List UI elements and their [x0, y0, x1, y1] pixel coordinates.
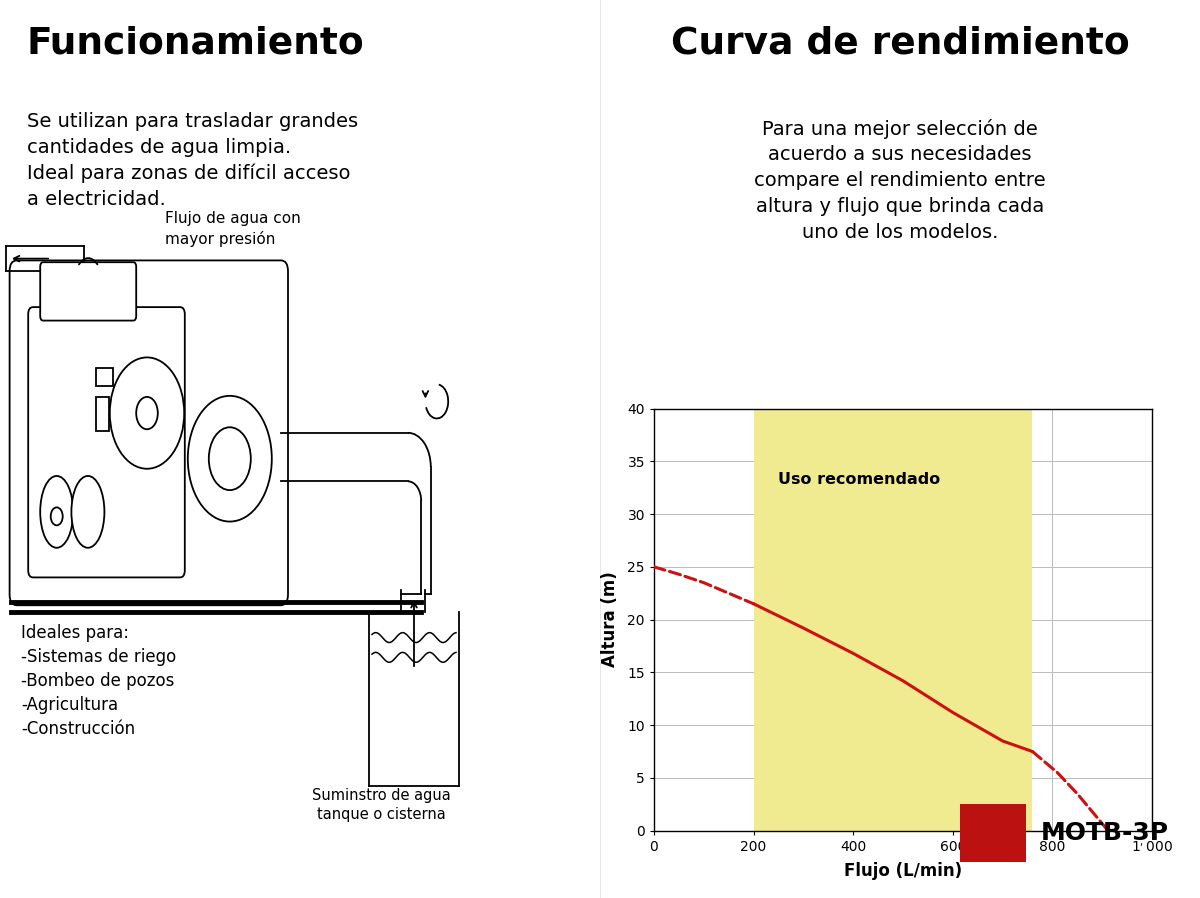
Circle shape [50, 507, 62, 525]
Circle shape [110, 357, 185, 469]
Text: Para una mejor selección de
acuerdo a sus necesidades
compare el rendimiento ent: Para una mejor selección de acuerdo a su… [754, 119, 1046, 242]
Ellipse shape [72, 476, 104, 548]
Circle shape [137, 397, 158, 429]
Text: Uso recomendado: Uso recomendado [779, 472, 941, 487]
Circle shape [209, 427, 251, 490]
Ellipse shape [41, 476, 73, 548]
X-axis label: Flujo (L/min): Flujo (L/min) [844, 862, 962, 880]
FancyBboxPatch shape [29, 307, 185, 577]
Y-axis label: Altura (m): Altura (m) [601, 572, 619, 667]
Text: Flujo de agua con
mayor presión: Flujo de agua con mayor presión [166, 211, 301, 247]
Text: Funcionamiento: Funcionamiento [28, 25, 365, 61]
Text: Se utilizan para trasladar grandes
cantidades de agua limpia.
Ideal para zonas d: Se utilizan para trasladar grandes canti… [28, 112, 358, 209]
Text: MOTB-3P: MOTB-3P [1040, 821, 1169, 845]
FancyBboxPatch shape [96, 368, 113, 386]
Bar [754, 409, 1032, 831]
Text: Curva de rendimiento: Curva de rendimiento [671, 25, 1129, 61]
FancyArrowPatch shape [79, 258, 97, 264]
Circle shape [188, 396, 272, 522]
FancyBboxPatch shape [10, 260, 288, 605]
FancyBboxPatch shape [41, 262, 137, 321]
Text: Ideales para:
-Sistemas de riego
-Bombeo de pozos
-Agricultura
-Construcción: Ideales para: -Sistemas de riego -Bombeo… [22, 624, 176, 737]
FancyBboxPatch shape [96, 397, 109, 431]
Text: Suminstro de agua
tanque o cisterna: Suminstro de agua tanque o cisterna [312, 788, 450, 822]
